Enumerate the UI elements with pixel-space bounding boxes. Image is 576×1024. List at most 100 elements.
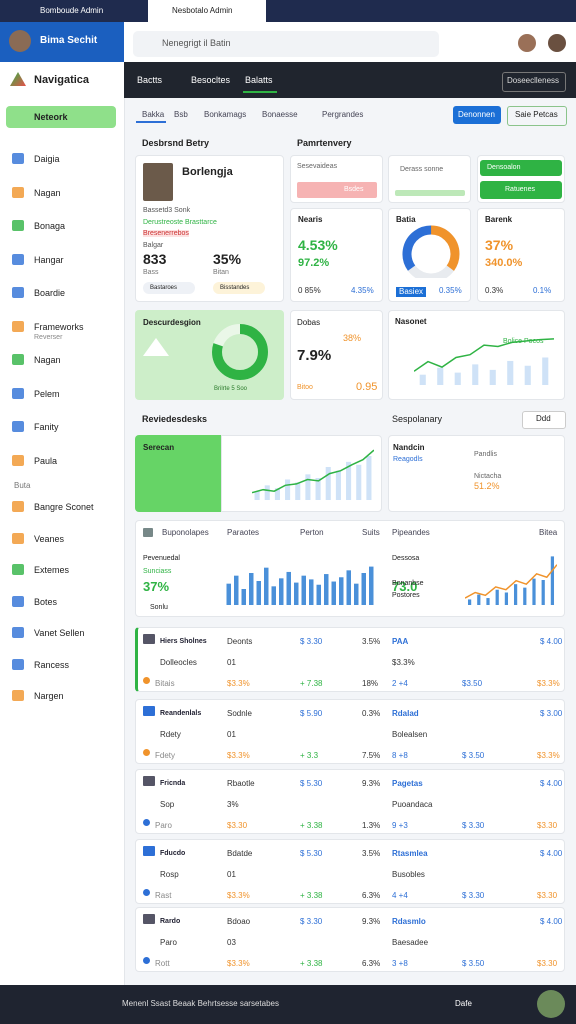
nav-item[interactable]: Hangar: [34, 254, 64, 265]
bottom-bar: [0, 985, 576, 1024]
sub-tab[interactable]: Bakka: [142, 110, 165, 119]
bar: [285, 479, 291, 500]
footer-button[interactable]: Dafe: [455, 999, 472, 1008]
nav-item[interactable]: Rancess: [34, 659, 70, 670]
button[interactable]: [480, 160, 562, 176]
profile-photo: [143, 163, 173, 201]
row-cell: Puoandaca: [392, 800, 433, 809]
button-label[interactable]: Densoalon: [487, 164, 521, 171]
row-cell: Fducdo: [160, 850, 186, 857]
stat-value: 7.9%: [297, 347, 332, 364]
row-cell: 01: [227, 870, 236, 879]
row-cell: Rbaotle: [227, 779, 255, 788]
nav-item[interactable]: Nargen: [34, 691, 64, 701]
row-cell: 01: [227, 658, 236, 667]
card: [135, 627, 565, 692]
button[interactable]: [480, 181, 562, 199]
button-label[interactable]: Saie Petcas: [515, 110, 558, 119]
nav-item[interactable]: Bonaga: [34, 221, 66, 231]
nav-icon: [12, 387, 24, 399]
nav-tab[interactable]: Balatts: [245, 75, 273, 85]
card: [388, 435, 565, 512]
stat-value: 4.53%: [298, 237, 338, 253]
bar: [274, 488, 280, 500]
bar: [541, 580, 545, 605]
row-cell: + 3.38: [300, 821, 323, 830]
active-item[interactable]: [6, 106, 116, 128]
table-header: Pipeandes: [392, 528, 430, 537]
card: [135, 699, 565, 764]
bar: [532, 578, 536, 605]
profile-line: Bassetd3 Sonk: [143, 207, 191, 214]
button[interactable]: [453, 106, 501, 124]
profile-line: Bresenerrebos: [143, 230, 189, 237]
legend: Brilrte 5 Soo: [214, 386, 248, 392]
search-input[interactable]: [133, 31, 439, 57]
row-cell: $3.3%: [537, 679, 560, 688]
nav-item[interactable]: Bangre Sconet: [34, 502, 94, 512]
row-cell: 3%: [227, 800, 239, 809]
profile-line: Balgar: [143, 241, 164, 249]
browser-bar: [0, 0, 576, 22]
nav-item[interactable]: Daigia: [34, 154, 60, 164]
sub-tab[interactable]: Bonkamags: [204, 110, 247, 119]
stat-value: 97.2%: [298, 257, 330, 269]
bar: [513, 584, 518, 605]
bar: [324, 574, 329, 605]
bar: [256, 581, 261, 605]
tab-label[interactable]: Nesbotalo Admin: [172, 6, 233, 15]
card-title: Nandcin: [393, 443, 425, 452]
section-title: Sespolanary: [392, 414, 443, 424]
row-icon: [143, 776, 155, 786]
nav-item[interactable]: Vanet Sellen: [34, 628, 85, 638]
sub-tab[interactable]: Bonaesse: [262, 110, 298, 119]
button[interactable]: [522, 411, 566, 429]
row-cell: 01: [227, 730, 236, 739]
button[interactable]: [507, 106, 567, 126]
nav-item[interactable]: Pelem: [34, 388, 60, 399]
nav-item[interactable]: Paula: [34, 455, 58, 466]
row-cell: Paro: [160, 938, 177, 947]
nav-icon: [12, 454, 24, 466]
button-label[interactable]: Denonnen: [458, 110, 495, 119]
stat-value: 73.0: [392, 579, 418, 594]
profile-name: Borlengja: [182, 166, 233, 178]
button-label[interactable]: Ratuenes: [505, 186, 535, 193]
sub-tab[interactable]: Pergrandes: [322, 110, 364, 119]
nav-item[interactable]: Nagan: [34, 355, 61, 365]
nav-tab[interactable]: Besocltes: [191, 75, 231, 85]
bar: [437, 367, 444, 385]
nav-item[interactable]: Neteork: [34, 112, 68, 122]
button-label[interactable]: Ddd: [536, 414, 551, 423]
tab-label[interactable]: Bomboude Admin: [40, 6, 104, 15]
nav-item[interactable]: Fanity: [34, 422, 59, 432]
row-cell: $ 3.30: [462, 891, 485, 900]
progress-bar: [395, 190, 465, 196]
nav-item[interactable]: Nagan: [34, 187, 61, 198]
row-cell: 3 +8: [392, 959, 408, 968]
row-cell: $3.30: [537, 891, 558, 900]
row-cell: 3.5%: [362, 637, 381, 646]
button-label[interactable]: Doseeclleness: [507, 76, 560, 85]
donut-arc: [402, 225, 460, 278]
row-cell: 9.3%: [362, 779, 381, 788]
nav-item[interactable]: Veanes: [34, 533, 65, 544]
nav-item[interactable]: Extemes: [34, 565, 70, 575]
bar: [339, 577, 344, 605]
card-line: Dessosa: [392, 555, 420, 562]
nav-item[interactable]: Boardie: [34, 288, 66, 298]
row-cell: $ 3.00: [540, 709, 563, 718]
nav-tab[interactable]: Bactts: [137, 75, 163, 85]
row-cell: 9 +3: [392, 821, 408, 830]
stat-value: 37%: [485, 237, 514, 253]
nav-item[interactable]: Frameworks: [34, 321, 84, 332]
stat-label: Bass: [143, 269, 159, 276]
bar: [542, 357, 549, 385]
nav-button[interactable]: [502, 72, 566, 92]
nav-item[interactable]: Botes: [34, 596, 58, 607]
nav-icon: [12, 595, 24, 607]
header-avatar: [518, 34, 536, 52]
sub-tab[interactable]: Bsb: [174, 110, 188, 119]
card: [135, 435, 221, 512]
